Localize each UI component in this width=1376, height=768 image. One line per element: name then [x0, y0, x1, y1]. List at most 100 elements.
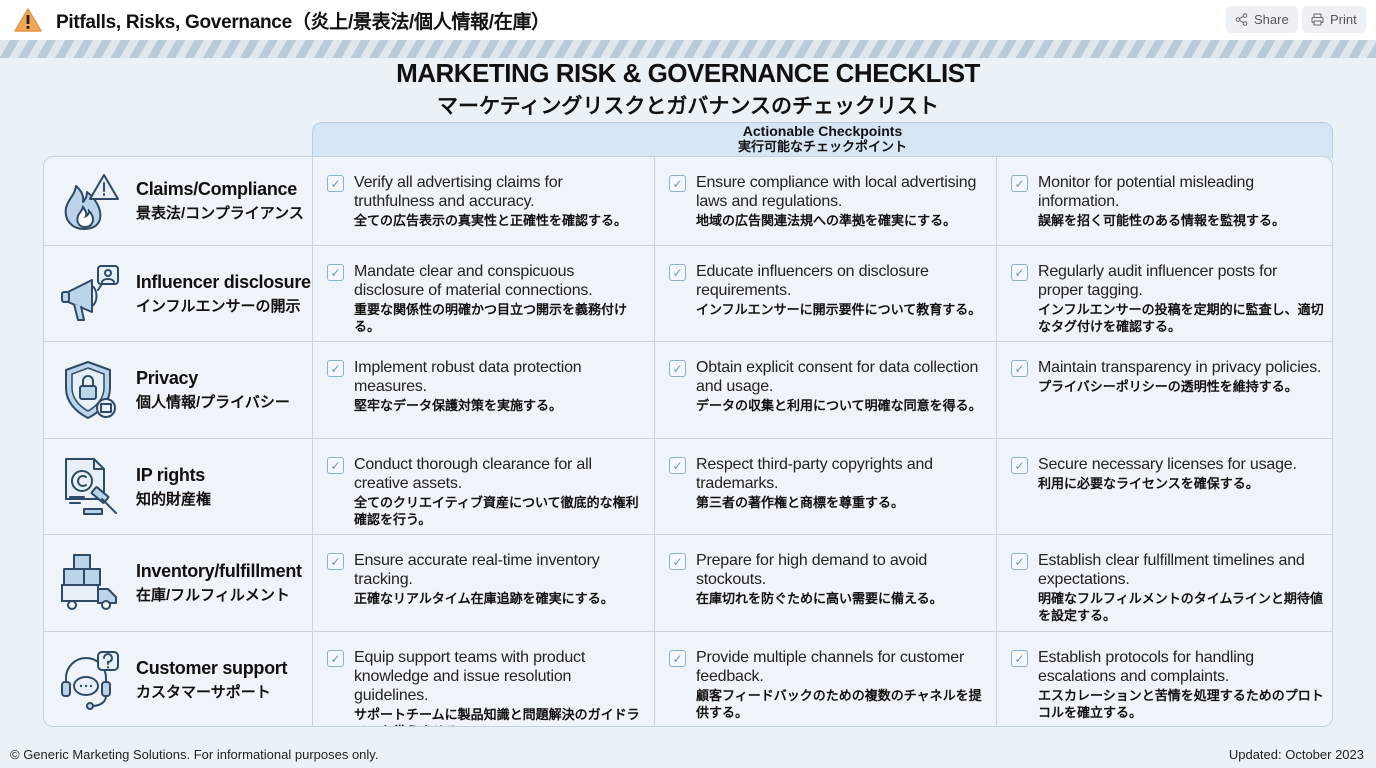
shield-lock-icon	[65, 361, 116, 419]
item-text-jp: 誤解を招く可能性のある情報を監視する。	[1038, 213, 1286, 228]
item-text-en: Implement robust data protection measure…	[354, 359, 582, 395]
category-name-en: Privacy	[136, 368, 198, 388]
checkbox[interactable]: ✓	[1011, 175, 1028, 192]
checklist-heading: MARKETING RISK & GOVERNANCE CHECKLIST マー…	[0, 58, 1376, 120]
column-header-jp: 実行可能なチェックポイント	[737, 139, 907, 154]
item-text-en: Verify all advertising claims for truthf…	[354, 174, 563, 210]
column-header-en: Actionable Checkpoints	[742, 123, 903, 139]
category-name-jp: 知的財産権	[136, 490, 212, 508]
print-icon	[1311, 13, 1324, 26]
category-name-jp: 景表法/コンプライアンス	[136, 205, 304, 222]
warning-icon	[14, 8, 42, 32]
category-privacy: Privacy 個人情報/プライバシー	[44, 342, 313, 439]
checkbox[interactable]: ✓	[327, 264, 344, 281]
checkbox[interactable]: ✓	[669, 553, 686, 570]
check-icon: ✓	[672, 554, 683, 569]
checkbox[interactable]: ✓	[1011, 360, 1028, 377]
page-title: Pitfalls, Risks, Governance（炎上/景表法/個人情報/…	[56, 11, 550, 33]
copyright-gavel-icon	[65, 457, 117, 515]
item-text-jp: サポートチームに製品知識と問題解決のガイドラインを備えさせる。	[354, 707, 640, 726]
check-icon: ✓	[672, 265, 683, 280]
checklist-item: ✓ Implement robust data protection measu…	[313, 342, 655, 439]
checkbox[interactable]: ✓	[327, 175, 344, 192]
checkbox[interactable]: ✓	[327, 457, 344, 474]
checklist-item: ✓ Monitor for potential misleading infor…	[997, 157, 1332, 246]
category-name-jp: カスタマーサポート	[136, 684, 271, 701]
checklist-table: Claims/Compliance 景表法/コンプライアンス ✓ Verify …	[43, 156, 1333, 727]
category-name-en: IP rights	[136, 464, 205, 485]
checkbox[interactable]: ✓	[327, 650, 344, 667]
item-text-en: Establish protocols for handling escalat…	[1038, 649, 1254, 685]
footer-copyright: © Generic Marketing Solutions. For infor…	[10, 747, 379, 762]
check-icon: ✓	[672, 361, 683, 376]
item-text-en: Establish clear fulfillment timelines an…	[1038, 552, 1305, 588]
check-icon: ✓	[1014, 361, 1025, 376]
checklist-item: ✓ Prepare for high demand to avoid stock…	[655, 535, 997, 632]
item-text-en: Conduct thorough clearance for all creat…	[354, 456, 592, 492]
checkbox[interactable]: ✓	[669, 264, 686, 281]
share-button[interactable]: Share	[1226, 6, 1298, 33]
checkbox[interactable]: ✓	[1011, 553, 1028, 570]
checkbox[interactable]: ✓	[669, 175, 686, 192]
category-name-en: Customer support	[136, 658, 288, 678]
checklist-item: ✓ Respect third-party copyrights and tra…	[655, 439, 997, 535]
checklist-item: ✓ Establish protocols for handling escal…	[997, 632, 1332, 726]
checkbox[interactable]: ✓	[669, 457, 686, 474]
checklist-item: ✓ Obtain explicit consent for data colle…	[655, 342, 997, 439]
megaphone-icon	[61, 264, 119, 321]
item-text-jp: データの収集と利用について明確な同意を得る。	[696, 398, 982, 413]
checklist-item: ✓ Equip support teams with product knowl…	[313, 632, 655, 726]
checklist-item: ✓ Ensure compliance with local advertisi…	[655, 157, 997, 246]
category-influencer-disclosure: Influencer disclosure インフルエンサーの開示	[44, 246, 313, 342]
category-name-en: Inventory/fulfillment	[136, 561, 302, 581]
checkbox[interactable]: ✓	[1011, 457, 1028, 474]
item-text-en: Regularly audit influencer posts for pro…	[1038, 263, 1278, 299]
item-text-jp: 全ての広告表示の真実性と正確性を確認する。	[354, 213, 628, 228]
checklist-item: ✓ Secure necessary licenses for usage. 利…	[997, 439, 1332, 535]
category-claims-compliance: Claims/Compliance 景表法/コンプライアンス	[44, 157, 313, 246]
checklist-item: ✓ Verify all advertising claims for trut…	[313, 157, 655, 246]
item-text-en: Ensure accurate real-time inventory trac…	[354, 552, 600, 588]
category-inventory-fulfillment: Inventory/fulfillment 在庫/フルフィルメント	[44, 535, 313, 632]
item-text-jp: 堅牢なデータ保護対策を実施する。	[354, 398, 563, 413]
category-name-en: Influencer disclosure	[136, 271, 311, 292]
item-text-en: Obtain explicit consent for data collect…	[696, 359, 979, 395]
share-icon	[1235, 13, 1248, 26]
item-text-jp: 明確なフルフィルメントのタイムラインと期待値を設定する。	[1038, 591, 1323, 623]
print-label: Print	[1330, 12, 1357, 27]
column-header: Actionable Checkpoints 実行可能なチェックポイント	[312, 122, 1333, 158]
checkbox[interactable]: ✓	[669, 650, 686, 667]
heading-en: MARKETING RISK & GOVERNANCE CHECKLIST	[396, 58, 980, 88]
headset-chat-icon	[61, 651, 119, 710]
item-text-jp: 顧客フィードバックのための複数のチャネルを提供する。	[696, 688, 982, 720]
item-text-jp: 第三者の著作権と商標を尊重する。	[696, 495, 905, 510]
category-name-jp: インフルエンサーの開示	[136, 297, 301, 315]
checklist-item: ✓ Mandate clear and conspicuous disclosu…	[313, 246, 655, 342]
check-icon: ✓	[1014, 651, 1025, 666]
item-text-en: Secure necessary licenses for usage.	[1038, 456, 1297, 473]
checkbox[interactable]: ✓	[1011, 264, 1028, 281]
check-icon: ✓	[1014, 265, 1025, 280]
item-text-en: Ensure compliance with local advertising…	[696, 174, 977, 210]
check-icon: ✓	[330, 458, 341, 473]
share-label: Share	[1254, 12, 1289, 27]
item-text-jp: 地域の広告関連法規への準拠を確実にする。	[696, 213, 957, 228]
check-icon: ✓	[330, 554, 341, 569]
checkbox[interactable]: ✓	[327, 553, 344, 570]
item-text-jp: 在庫切れを防ぐために高い需要に備える。	[696, 591, 943, 606]
item-text-en: Maintain transparency in privacy policie…	[1038, 359, 1322, 376]
checkbox[interactable]: ✓	[1011, 650, 1028, 667]
item-text-en: Equip support teams with product knowled…	[354, 649, 586, 704]
top-bar: Pitfalls, Risks, Governance（炎上/景表法/個人情報/…	[0, 0, 1376, 40]
item-text-jp: エスカレーションと苦情を処理するためのプロトコルを確立する。	[1038, 688, 1324, 720]
checkbox[interactable]: ✓	[669, 360, 686, 377]
check-icon: ✓	[1014, 554, 1025, 569]
boxes-truck-icon	[61, 554, 117, 610]
item-text-jp: 全てのクリエイティブ資産について徹底的な権利確認を行う。	[354, 495, 639, 527]
check-icon: ✓	[330, 361, 341, 376]
print-button[interactable]: Print	[1302, 6, 1366, 33]
category-name-jp: 個人情報/プライバシー	[136, 394, 290, 411]
item-text-jp: 利用に必要なライセンスを確保する。	[1038, 476, 1259, 491]
checkbox[interactable]: ✓	[327, 360, 344, 377]
item-text-jp: インフルエンサーに開示要件について教育する。	[696, 302, 982, 317]
